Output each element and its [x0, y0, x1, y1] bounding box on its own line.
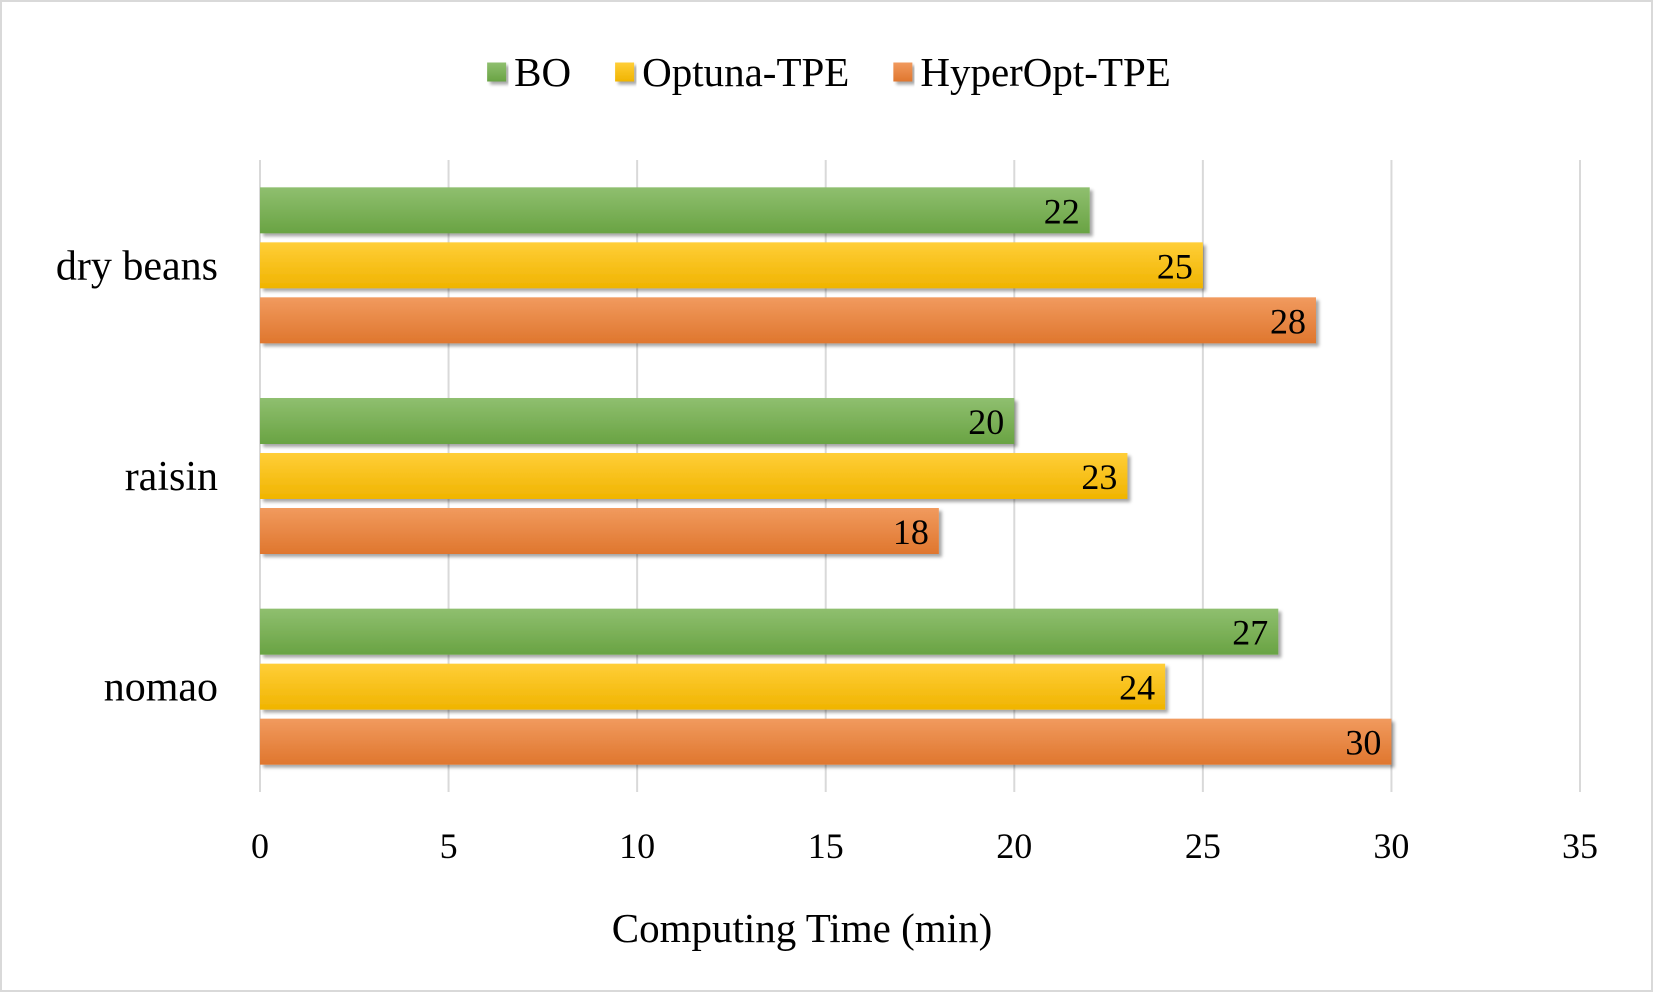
legend-swatch-hyperopt-tpe — [893, 62, 913, 82]
x-tick-label: 5 — [440, 826, 458, 866]
legend: BO Optuna-TPE HyperOpt-TPE — [487, 49, 1171, 95]
axes: 0 5 10 15 20 25 30 35 dry beans raisin nomao — [56, 243, 1598, 866]
x-tick-label: 15 — [808, 826, 844, 866]
bar-hyperopt-tpe-raisin — [260, 508, 939, 554]
data-label-optuna-tpe-raisin: 23 — [1081, 457, 1117, 497]
x-tick-label: 0 — [251, 826, 269, 866]
bar-hyperopt-tpe-nomao — [260, 718, 1392, 765]
legend-label-optuna-tpe: Optuna-TPE — [642, 49, 849, 95]
x-tick-label: 35 — [1562, 826, 1598, 866]
bar-optuna-tpe-raisin — [260, 453, 1128, 499]
data-label-hyperopt-tpe-nomao: 30 — [1345, 723, 1381, 763]
bar-hyperopt-tpe-dry-beans — [260, 297, 1316, 344]
data-label-bo-raisin: 20 — [968, 402, 1004, 442]
data-label-hyperopt-tpe-raisin: 18 — [893, 512, 929, 552]
bar-bo-nomao — [260, 608, 1279, 655]
legend-swatch-optuna-tpe — [615, 62, 635, 82]
x-axis-title: Computing Time (min) — [612, 905, 992, 951]
data-label-bo-nomao: 27 — [1232, 613, 1268, 653]
bar-bo-dry-beans — [260, 187, 1090, 234]
x-tick-label: 25 — [1185, 826, 1221, 866]
legend-label-bo: BO — [514, 49, 571, 95]
x-tick-label: 10 — [619, 826, 655, 866]
bar-optuna-tpe-nomao — [260, 663, 1166, 710]
category-label-nomao: nomao — [104, 665, 218, 711]
x-tick-label: 20 — [996, 826, 1032, 866]
data-label-bo-dry-beans: 22 — [1044, 191, 1080, 231]
legend-swatch-bo — [487, 62, 507, 82]
bar-bo-raisin — [260, 398, 1015, 444]
category-label-dry-beans: dry beans — [56, 243, 218, 289]
x-tick-label: 30 — [1373, 826, 1409, 866]
legend-label-hyperopt-tpe: HyperOpt-TPE — [920, 49, 1171, 95]
data-label-hyperopt-tpe-dry-beans: 28 — [1270, 301, 1306, 341]
data-label-optuna-tpe-nomao: 24 — [1119, 668, 1155, 708]
data-labels: 22 25 28 20 23 18 27 24 30 — [893, 191, 1382, 762]
data-label-optuna-tpe-dry-beans: 25 — [1157, 246, 1193, 286]
bars — [260, 187, 1392, 765]
category-label-raisin: raisin — [125, 454, 218, 500]
bar-optuna-tpe-dry-beans — [260, 242, 1203, 289]
